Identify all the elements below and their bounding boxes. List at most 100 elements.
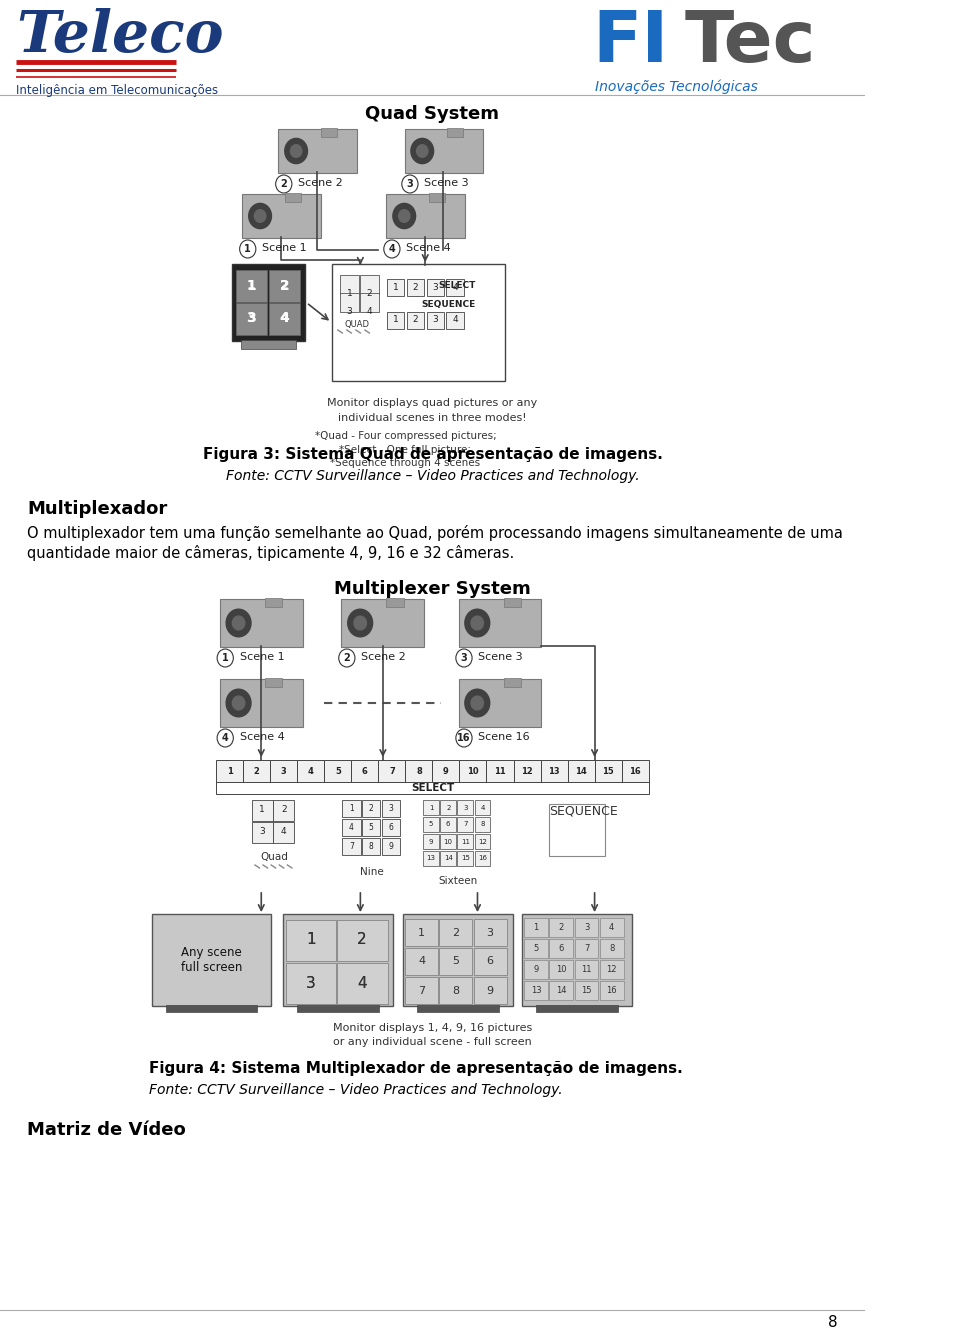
Text: 7: 7 <box>584 944 589 954</box>
Text: 12: 12 <box>607 966 617 974</box>
FancyBboxPatch shape <box>235 302 267 334</box>
FancyBboxPatch shape <box>405 976 438 1005</box>
Text: 6: 6 <box>389 823 394 833</box>
FancyBboxPatch shape <box>600 980 624 1001</box>
FancyBboxPatch shape <box>460 760 487 783</box>
Text: 8: 8 <box>828 1315 838 1330</box>
Text: 4: 4 <box>308 767 314 775</box>
Text: 1: 1 <box>419 928 425 937</box>
Text: Scene 4: Scene 4 <box>406 243 451 252</box>
FancyBboxPatch shape <box>286 920 337 960</box>
Text: Quad System: Quad System <box>366 105 499 124</box>
FancyBboxPatch shape <box>387 193 465 238</box>
FancyBboxPatch shape <box>423 851 439 866</box>
Text: quantidade maior de câmeras, tipicamente 4, 9, 16 e 32 câmeras.: quantidade maior de câmeras, tipicamente… <box>27 545 515 561</box>
Circle shape <box>456 729 472 747</box>
FancyBboxPatch shape <box>423 834 439 849</box>
Circle shape <box>471 616 484 630</box>
FancyBboxPatch shape <box>540 760 567 783</box>
FancyBboxPatch shape <box>458 834 473 849</box>
FancyBboxPatch shape <box>220 680 302 727</box>
Text: 2: 2 <box>413 282 419 291</box>
Text: Inteligência em Telecomunicações: Inteligência em Telecomunicações <box>16 85 218 97</box>
FancyBboxPatch shape <box>387 278 404 295</box>
Text: Scene 1: Scene 1 <box>262 243 307 252</box>
FancyBboxPatch shape <box>440 976 472 1005</box>
Text: 9: 9 <box>444 767 449 775</box>
Text: 2: 2 <box>367 289 372 298</box>
Text: 10: 10 <box>556 966 566 974</box>
Text: 5: 5 <box>335 767 341 775</box>
FancyBboxPatch shape <box>459 599 541 647</box>
FancyBboxPatch shape <box>265 677 282 686</box>
Text: 4: 4 <box>281 827 287 837</box>
Text: Sixteen: Sixteen <box>438 876 477 886</box>
FancyBboxPatch shape <box>405 919 438 947</box>
Text: 3: 3 <box>432 282 438 291</box>
FancyBboxPatch shape <box>235 270 267 301</box>
Text: 2: 2 <box>369 804 373 813</box>
FancyBboxPatch shape <box>271 760 298 783</box>
Text: 12: 12 <box>478 838 487 845</box>
FancyBboxPatch shape <box>549 980 573 1001</box>
Text: 10: 10 <box>468 767 479 775</box>
FancyBboxPatch shape <box>504 598 520 607</box>
Text: 2: 2 <box>413 316 419 325</box>
Text: 15: 15 <box>461 855 469 861</box>
Text: 11: 11 <box>581 966 591 974</box>
FancyBboxPatch shape <box>447 128 464 137</box>
FancyBboxPatch shape <box>567 760 594 783</box>
FancyBboxPatch shape <box>524 960 548 979</box>
FancyBboxPatch shape <box>446 312 464 329</box>
FancyBboxPatch shape <box>474 851 491 866</box>
FancyBboxPatch shape <box>458 800 473 815</box>
FancyBboxPatch shape <box>278 129 357 173</box>
FancyBboxPatch shape <box>342 599 424 647</box>
Text: 3: 3 <box>584 923 589 932</box>
Text: O multiplexador tem uma função semelhante ao Quad, porém processando imagens sim: O multiplexador tem uma função semelhant… <box>27 525 843 541</box>
Text: 4: 4 <box>222 733 228 743</box>
Text: 3: 3 <box>389 804 394 813</box>
Text: 1: 1 <box>227 767 232 775</box>
FancyBboxPatch shape <box>426 278 444 295</box>
Text: 14: 14 <box>444 855 453 861</box>
Text: *Select - One full picture;: *Select - One full picture; <box>340 445 471 455</box>
FancyBboxPatch shape <box>298 760 324 783</box>
Text: 3: 3 <box>281 767 287 775</box>
Text: SEQUENCE: SEQUENCE <box>421 299 476 309</box>
FancyBboxPatch shape <box>600 917 624 937</box>
Text: 14: 14 <box>575 767 587 775</box>
Text: 3: 3 <box>432 316 438 325</box>
Text: 6: 6 <box>362 767 368 775</box>
Text: 6: 6 <box>559 944 564 954</box>
Text: 7: 7 <box>418 986 425 995</box>
Circle shape <box>471 696 484 710</box>
FancyBboxPatch shape <box>429 192 445 201</box>
Text: Scene 2: Scene 2 <box>299 179 343 188</box>
FancyBboxPatch shape <box>321 128 337 137</box>
FancyBboxPatch shape <box>474 800 491 815</box>
FancyBboxPatch shape <box>387 312 404 329</box>
FancyBboxPatch shape <box>153 915 271 1006</box>
Circle shape <box>398 210 410 223</box>
Circle shape <box>465 610 490 637</box>
FancyBboxPatch shape <box>166 1005 257 1011</box>
Text: 3: 3 <box>247 312 256 325</box>
Text: 7: 7 <box>463 822 468 827</box>
Text: 2: 2 <box>281 806 287 814</box>
Text: 1: 1 <box>347 289 352 298</box>
FancyBboxPatch shape <box>423 800 439 815</box>
FancyBboxPatch shape <box>575 917 598 937</box>
Text: or any individual scene - full screen: or any individual scene - full screen <box>333 1037 532 1048</box>
FancyBboxPatch shape <box>504 677 520 686</box>
Text: 7: 7 <box>348 842 354 851</box>
Text: 3: 3 <box>306 975 316 991</box>
FancyBboxPatch shape <box>514 760 540 783</box>
Text: 7: 7 <box>389 767 395 775</box>
FancyBboxPatch shape <box>337 963 388 1003</box>
FancyBboxPatch shape <box>521 915 632 1006</box>
Circle shape <box>402 175 418 193</box>
FancyBboxPatch shape <box>474 834 491 849</box>
FancyBboxPatch shape <box>404 129 483 173</box>
FancyBboxPatch shape <box>441 800 456 815</box>
